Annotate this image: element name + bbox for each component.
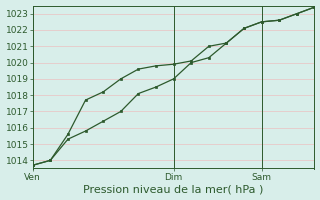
X-axis label: Pression niveau de la mer( hPa ): Pression niveau de la mer( hPa ): [84, 184, 264, 194]
